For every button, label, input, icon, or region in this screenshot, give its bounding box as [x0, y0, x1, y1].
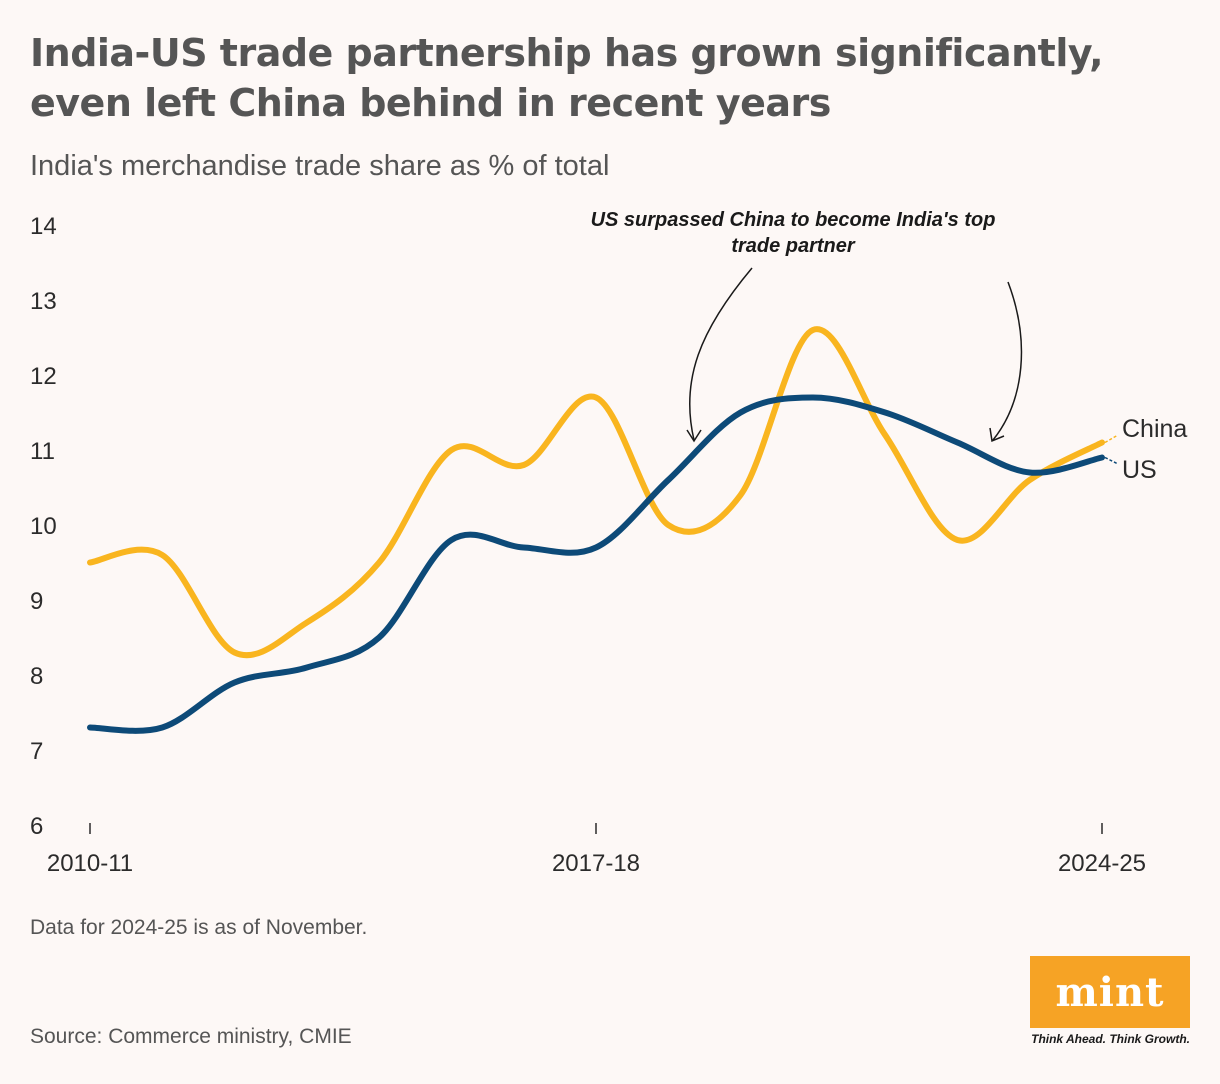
y-tick-label-14: 14: [30, 213, 57, 240]
legend-leader-china: [1104, 434, 1119, 444]
series-line-us: [87, 394, 1105, 734]
annotation-line-2: trade partner: [731, 235, 856, 257]
legend-leader-us: [1104, 456, 1119, 465]
y-tick-label-8: 8: [30, 663, 43, 690]
logo-text: mint: [1055, 968, 1165, 1016]
chart-subtitle: India's merchandise trade share as % of …: [30, 150, 610, 182]
x-tick-label-2024-25: 2024-25: [1058, 850, 1146, 877]
annotation-arrow-left: [688, 267, 753, 441]
source-line: Source: Commerce ministry, CMIE: [30, 1025, 352, 1048]
annotation-arrow-right: [992, 281, 1023, 441]
y-tick-label-10: 10: [30, 513, 57, 540]
x-axis: 2010-11 2017-18 2024-25: [47, 823, 1146, 877]
y-tick-label-13: 13: [30, 288, 57, 315]
series-lines: [87, 326, 1105, 734]
footnote: Data for 2024-25 is as of November.: [30, 916, 368, 939]
legend-label-china: China: [1122, 415, 1187, 443]
y-tick-label-12: 12: [30, 363, 57, 390]
x-tick-label-2010-11: 2010-11: [47, 850, 133, 877]
mint-logo: mint: [1030, 956, 1190, 1028]
y-tick-label-11: 11: [30, 438, 55, 465]
y-axis: 6 7 8 9 10 11 12 13 14: [30, 213, 57, 840]
annotation: US surpassed China to become India's top…: [591, 209, 1023, 443]
annotation-arrowhead-left: [686, 429, 702, 443]
y-tick-label-7: 7: [30, 738, 43, 765]
chart-title: India-US trade partnership has grown sig…: [30, 31, 1104, 125]
y-tick-label-9: 9: [30, 588, 43, 615]
series-line-china: [87, 326, 1105, 659]
y-tick-label-6: 6: [30, 813, 43, 840]
brand-tagline: Think Ahead. Think Growth.: [1031, 1032, 1190, 1046]
legend-label-us: US: [1122, 456, 1157, 484]
annotation-arrowhead-right: [989, 427, 1005, 443]
x-tick-label-2017-18: 2017-18: [552, 850, 640, 877]
legend: China US: [1104, 415, 1187, 484]
annotation-line-1: US surpassed China to become India's top: [591, 209, 996, 231]
line-chart: 6 7 8 9 10 11 12 13 14 2010-11 2017-18 2024-25 US …: [30, 209, 1187, 877]
